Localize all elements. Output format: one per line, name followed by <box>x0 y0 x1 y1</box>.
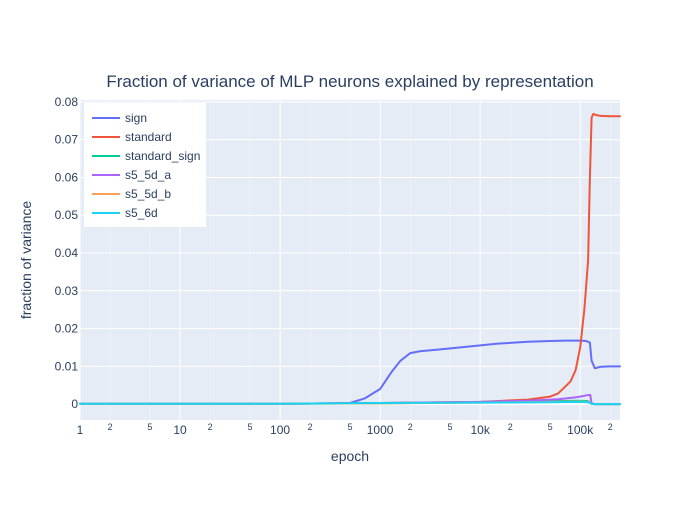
legend-label[interactable]: standard <box>125 130 172 144</box>
legend[interactable]: sign standard standard_sign s5_5d_a s5_5d_bs… <box>84 103 206 227</box>
x-minor-tick-label: 5 <box>247 422 252 432</box>
x-minor-tick-label: 2 <box>308 422 313 432</box>
y-tick-label: 0 <box>71 397 78 411</box>
y-axis-title: fraction of variance <box>18 201 34 319</box>
x-tick-label: 1 <box>77 423 84 437</box>
y-tick-label: 0.02 <box>55 322 79 336</box>
series-line-s5-6d <box>79 400 621 406</box>
y-tick-label: 0.08 <box>55 95 79 109</box>
axis-ticks: 0 0.01 0.02 0.03 0.04 0.05 0.06 0.07 0.08 2 5 2 5 2 5 2… <box>55 95 613 437</box>
x-minor-tick-label: 5 <box>347 422 352 432</box>
x-minor-tick-label: 5 <box>548 422 553 432</box>
x-minor-tick-label: 2 <box>608 422 613 432</box>
y-tick-label: 0.07 <box>55 133 79 147</box>
x-tick-label: 100k <box>567 423 594 437</box>
legend-box <box>84 103 206 227</box>
x-minor-tick-label: 2 <box>408 422 413 432</box>
series-lines <box>79 112 621 406</box>
x-tick-label: 10 <box>173 423 187 437</box>
x-tick-label: 1000 <box>367 423 394 437</box>
legend-label[interactable]: standard_sign <box>125 149 200 163</box>
x-minor-tick-label: 2 <box>108 422 113 432</box>
x-minor-tick-label: 5 <box>147 422 152 432</box>
x-minor-tick-label: 5 <box>448 422 453 432</box>
y-tick-label: 0.05 <box>55 208 79 222</box>
y-tick-label: 0.01 <box>55 359 79 373</box>
y-tick-label: 0.03 <box>55 284 79 298</box>
y-tick-label: 0.06 <box>55 170 79 184</box>
legend-label[interactable]: sign <box>125 111 147 125</box>
y-tick-label: 0.04 <box>55 246 79 260</box>
legend-label[interactable]: s5_6d <box>125 206 158 220</box>
x-axis-title: epoch <box>331 448 369 464</box>
x-tick-label: 100 <box>270 423 290 437</box>
chart-title: Fraction of variance of MLP neurons expl… <box>106 72 593 91</box>
x-minor-tick-label: 2 <box>508 422 513 432</box>
x-minor-tick-label: 2 <box>208 422 213 432</box>
legend-label[interactable]: s5_5d_a <box>125 168 171 182</box>
x-tick-label: 10k <box>470 423 490 437</box>
legend-label[interactable]: s5_5d_b <box>125 187 171 201</box>
